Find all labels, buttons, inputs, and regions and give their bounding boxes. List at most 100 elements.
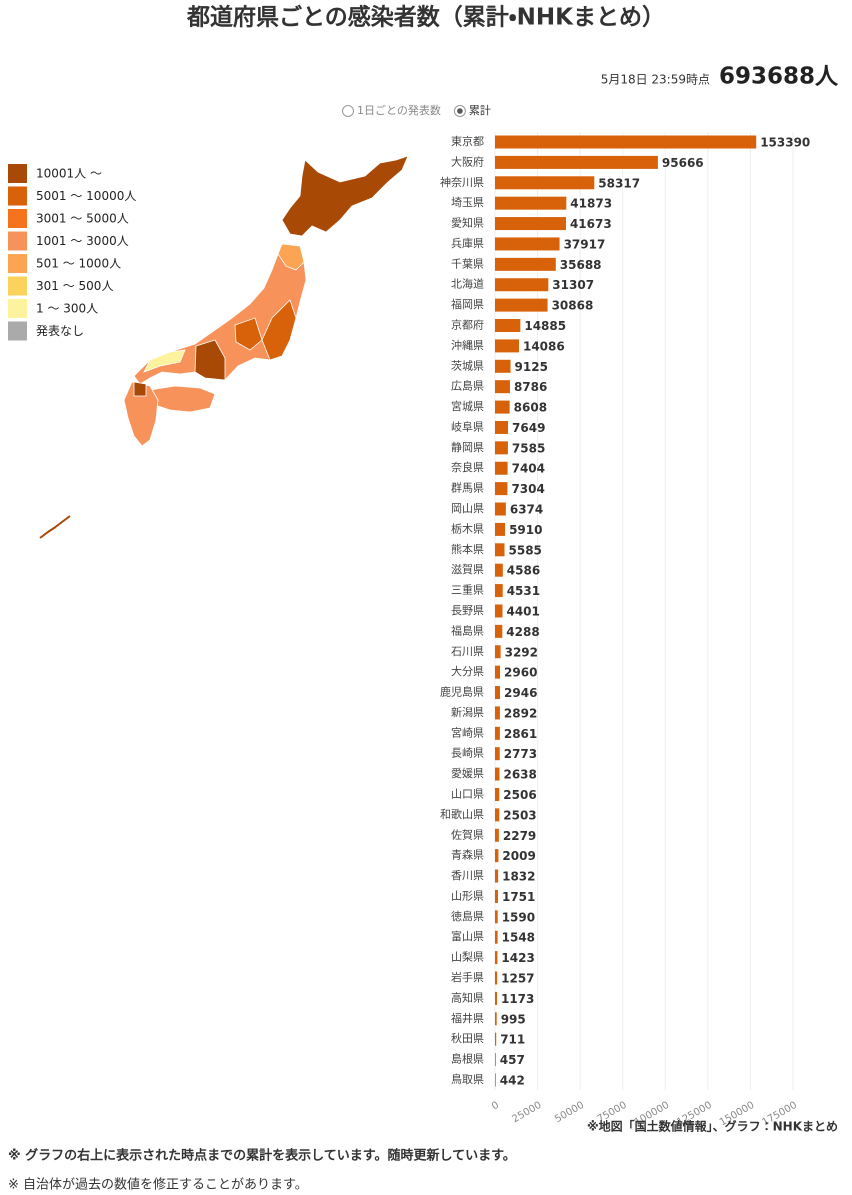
value-label: 1423 [501,951,534,965]
category-label: 福島県 [451,623,484,637]
category-label: 和歌山県 [440,808,484,821]
note: ※ グラフの右上に表示された時点までの累計を表示しています。随時更新しています。 [8,1148,516,1164]
value-label: 4586 [507,564,540,578]
value-label: 3292 [505,645,538,659]
category-label: 沖縄県 [451,339,484,352]
category-label: 山口県 [451,787,484,800]
fukuoka [133,381,147,397]
view-toggle: 1日ごとの発表数 累計 [342,103,491,117]
value-label: 7649 [512,421,545,435]
category-label: 岩手県 [451,970,484,984]
value-label: 2946 [504,686,537,700]
category-label: 秋田県 [451,1031,484,1045]
value-label: 5910 [509,523,542,537]
bar [495,665,501,679]
category-label: 新潟県 [451,706,484,719]
value-label: 2861 [504,727,537,741]
bar [495,339,519,353]
bar [495,563,503,577]
category-label: 福岡県 [451,297,484,311]
legend-swatch [8,231,27,251]
kyushu [123,381,159,447]
legend-swatch [8,209,27,228]
category-label: 山形県 [451,889,484,902]
category-label: 京都府 [451,319,484,332]
value-label: 4288 [506,625,539,639]
category-label: 大分県 [451,664,484,678]
kinki [194,339,226,381]
bar [495,584,503,598]
value-label: 1590 [502,910,535,924]
value-label: 1548 [502,931,535,945]
category-label: 大阪府 [451,154,484,168]
bar [495,1012,497,1026]
bar [495,319,521,333]
value-label: 457 [500,1053,525,1067]
value-label: 2892 [504,706,537,720]
legend-swatch [8,299,27,318]
bar [495,257,556,271]
bar [495,1053,496,1067]
category-label: 長野県 [451,604,484,617]
bar [495,400,510,414]
total-count: 693688人 [719,64,839,90]
category-label: 茨城県 [451,359,484,372]
value-label: 35688 [560,258,602,272]
category-label: 千葉県 [451,256,484,270]
hokkaido [281,155,409,237]
bar [495,747,500,761]
bar [495,278,549,292]
note: ※ 自治体が過去の数値を修正することがあります。 [8,1177,308,1193]
category-label: 宮城県 [451,400,484,413]
bar [495,951,498,965]
radio-label[interactable]: 累計 [469,103,491,117]
value-label: 2960 [504,666,537,680]
category-label: 広島県 [451,379,484,393]
value-label: 7404 [512,462,545,476]
legend-label: 発表なし [36,324,84,338]
bar [495,196,567,210]
bar [495,237,560,251]
bar [495,787,500,801]
value-label: 2503 [503,808,536,822]
value-label: 6374 [510,503,543,517]
radio-label[interactable]: 1日ごとの発表数 [357,103,441,117]
bar [495,767,500,781]
value-label: 95666 [662,156,704,170]
bar [495,1073,496,1087]
bar [495,135,757,149]
bar [495,1032,497,1046]
legend-swatch [8,164,27,183]
category-label: 熊本県 [451,542,484,556]
category-label: 愛知県 [451,216,484,230]
bar [495,155,658,169]
bar [495,910,498,924]
okinawa [39,515,71,539]
value-label: 9125 [515,360,548,374]
bar [495,991,497,1005]
value-label: 7585 [512,441,545,455]
bar [495,645,501,659]
value-label: 711 [500,1033,525,1047]
tohoku-north [277,243,305,271]
category-label: 青森県 [451,848,484,862]
radio-button[interactable] [342,105,354,117]
bar [495,420,509,434]
honshu [133,243,307,385]
value-label: 7304 [511,482,544,496]
page-title: 都道府県ごとの感染者数（累計・NHKまとめ） [186,4,665,31]
map-legend: 10001人 ～ 5001 ～ 10000人 3001 ～ 5000人 1001 ～ … [8,164,136,341]
legend-swatch [8,321,27,341]
value-label: 5585 [509,543,542,557]
shikoku [149,385,216,413]
value-label: 2773 [504,747,537,761]
bar [495,482,508,496]
value-label: 2506 [503,788,536,802]
x-tick-label: 0 [490,1100,501,1113]
legend-swatch [8,254,27,273]
radio-dot[interactable] [457,108,463,114]
category-label: 宮崎県 [451,725,484,739]
bar [495,461,508,475]
value-label: 1257 [501,971,534,985]
